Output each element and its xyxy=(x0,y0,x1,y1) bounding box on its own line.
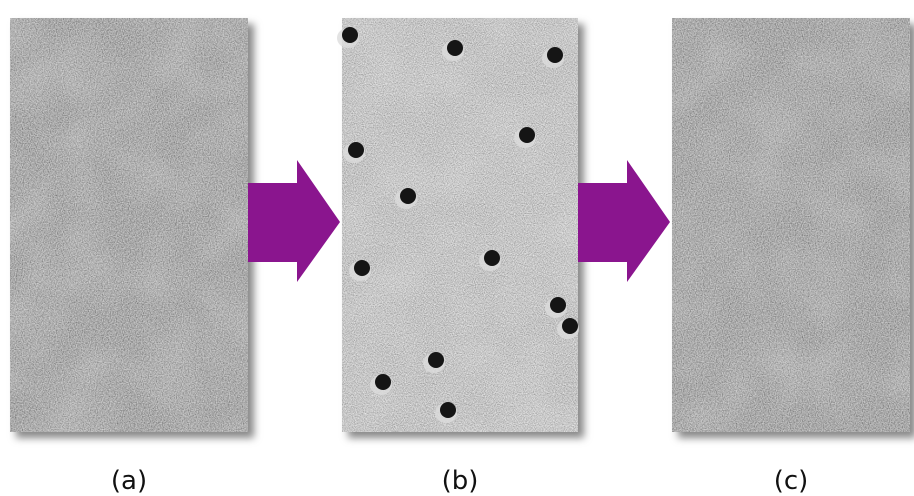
texture xyxy=(672,18,910,432)
pit xyxy=(375,374,391,390)
panel-b xyxy=(337,18,584,438)
arrow xyxy=(578,160,670,282)
pit xyxy=(428,352,444,368)
pit xyxy=(447,40,463,56)
pit xyxy=(562,318,578,334)
panel-c xyxy=(672,18,914,438)
pit xyxy=(342,27,358,43)
pit xyxy=(550,297,566,313)
panel-label: (a) xyxy=(111,466,147,496)
panel-a xyxy=(10,18,254,438)
panel-label: (b) xyxy=(442,466,479,496)
texture xyxy=(342,18,578,432)
texture xyxy=(10,18,248,432)
pit xyxy=(547,47,563,63)
pit xyxy=(400,188,416,204)
pit xyxy=(354,260,370,276)
pit xyxy=(348,142,364,158)
panel-label: (c) xyxy=(774,466,809,496)
pit xyxy=(440,402,456,418)
arrow xyxy=(248,160,340,282)
figure: (a) (b) (c) xyxy=(0,0,914,496)
pit xyxy=(519,127,535,143)
page: {"panels": [{"label": "(a)"}, {"label": … xyxy=(0,0,914,496)
pit xyxy=(484,250,500,266)
